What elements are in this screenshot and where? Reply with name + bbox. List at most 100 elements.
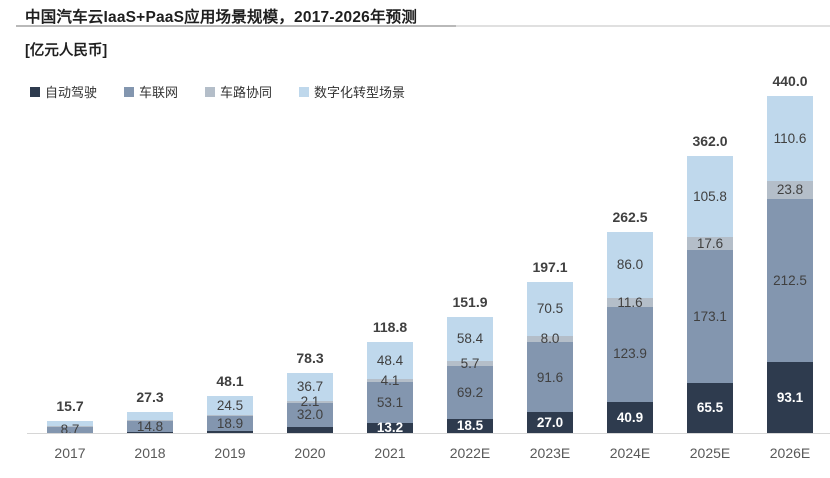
segment-label: 8.0 xyxy=(540,331,560,347)
bar-column-2023E: 27.0 91.6 8.0 70.5 197.1 2023E xyxy=(510,96,590,461)
bar-segment-数字化转型场景: 36.7 xyxy=(287,373,333,402)
total-label: 440.0 xyxy=(772,73,808,89)
x-axis-label: 2023E xyxy=(529,445,571,461)
bar-segment-自动驾驶: 27.0 xyxy=(527,412,573,433)
bar-segment-数字化转型场景: 110.6 xyxy=(767,96,813,181)
segment-label: 65.5 xyxy=(696,400,724,416)
segment-label: 48.4 xyxy=(376,352,404,368)
legend-label: 车路协同 xyxy=(220,85,273,100)
x-axis-label: 2024E xyxy=(609,445,651,461)
segment-label: 123.9 xyxy=(613,346,647,362)
segment-label: 17.6 xyxy=(696,235,724,251)
bar-column-2017: 8.7 15.7 2017 xyxy=(30,96,110,461)
legend-label: 自动驾驶 xyxy=(45,85,98,100)
segment-label: 4.1 xyxy=(380,372,400,388)
legend-item-4: 数字化转型场景 xyxy=(299,82,405,101)
legend-swatch-icon xyxy=(299,86,310,97)
bar-segment-数字化转型场景: 105.8 xyxy=(687,155,733,237)
segment-label: 32.0 xyxy=(296,407,324,423)
bar-segment-数字化转型场景: 86.0 xyxy=(607,232,653,298)
bar-stack: 40.9 123.9 11.6 86.0 xyxy=(607,232,653,433)
segment-label: 14.8 xyxy=(136,418,164,434)
segment-label: 8.7 xyxy=(60,421,80,437)
bar-segment-车联网: 173.1 xyxy=(687,250,733,383)
x-axis-label: 2026E xyxy=(769,445,811,461)
x-axis-label: 2021 xyxy=(374,445,406,461)
segment-label: 212.5 xyxy=(773,272,807,288)
total-label: 27.3 xyxy=(136,389,164,406)
bar-stack: 8.7 xyxy=(47,421,93,436)
segment-label: 58.4 xyxy=(456,331,484,347)
segment-label: 27.0 xyxy=(536,414,564,430)
bar-segment-车联网: 18.9 xyxy=(207,416,253,431)
bar-columns: 8.7 15.7 2017 14.8 27.3 2018 18.9 24.5 48.1 2019 3… xyxy=(30,73,830,461)
bar-segment-自动驾驶: 40.9 xyxy=(607,401,653,433)
bar-segment-车路协同: 8.0 xyxy=(527,332,573,345)
bar-segment-车联网: 8.7 xyxy=(47,423,93,436)
bar-segment-车联网: 53.1 xyxy=(367,382,413,423)
bar-segment-数字化转型场景: 48.4 xyxy=(367,342,413,380)
bar-column-2019: 18.9 24.5 48.1 2019 xyxy=(190,96,270,461)
bar-segment-车联网: 91.6 xyxy=(527,342,573,413)
bar-segment-车路协同: 17.6 xyxy=(687,235,733,251)
segment-label: 91.6 xyxy=(536,369,564,385)
bar-segment-数字化转型场景 xyxy=(127,412,173,421)
legend-item-2: 车联网 xyxy=(124,82,178,101)
bar-stack: 65.5 173.1 17.6 105.8 xyxy=(687,155,733,433)
segment-label: 173.1 xyxy=(693,308,727,324)
segment-label: 53.1 xyxy=(376,394,404,410)
bar-segment-车路协同: 11.6 xyxy=(607,294,653,310)
bar-segment-车联网: 14.8 xyxy=(127,418,173,434)
bar-stack: 93.1 212.5 23.8 110.6 xyxy=(767,96,813,433)
bar-stack: 32.0 2.1 36.7 xyxy=(287,373,333,433)
legend-swatch-icon xyxy=(124,86,135,97)
segment-label: 86.0 xyxy=(616,257,644,273)
legend-swatch-icon xyxy=(205,86,216,97)
segment-label: 18.5 xyxy=(456,418,484,434)
total-label: 15.7 xyxy=(56,397,84,414)
bar-stack: 13.2 53.1 4.1 48.4 xyxy=(367,342,413,436)
x-axis-label: 2019 xyxy=(214,445,246,461)
bar-column-2020: 32.0 2.1 36.7 78.3 2020 xyxy=(270,96,350,461)
bar-segment-自动驾驶: 93.1 xyxy=(767,361,813,433)
total-label: 78.3 xyxy=(296,350,324,367)
x-axis-label: 2017 xyxy=(54,445,86,461)
legend-label: 车联网 xyxy=(139,85,179,100)
bar-segment-车路协同: 4.1 xyxy=(367,374,413,387)
segment-label: 2.1 xyxy=(300,394,320,410)
bar-column-2022E: 18.5 69.2 5.7 58.4 151.9 2022E xyxy=(430,96,510,461)
bar-segment-车路协同 xyxy=(127,420,173,421)
bar-column-2024E: 40.9 123.9 11.6 86.0 262.5 2024E xyxy=(590,96,670,461)
bar-segment-车路协同 xyxy=(207,414,253,417)
total-label: 362.0 xyxy=(692,132,728,149)
x-axis-label: 2020 xyxy=(294,445,326,461)
bar-segment-车联网: 69.2 xyxy=(447,365,493,419)
legend-item-3: 车路协同 xyxy=(205,82,272,101)
segment-label: 13.2 xyxy=(376,420,404,436)
segment-label: 24.5 xyxy=(216,397,244,413)
unit-label: [亿元人民币] xyxy=(25,43,108,59)
total-label: 48.1 xyxy=(216,373,244,390)
x-axis-line xyxy=(27,433,830,434)
bar-segment-车联网: 32.0 xyxy=(287,402,333,428)
bar-segment-数字化转型场景 xyxy=(47,421,93,426)
segment-label: 5.7 xyxy=(460,355,480,371)
legend: 自动驾驶 车联网 车路协同 数字化转型场景 xyxy=(30,82,405,101)
x-axis-label: 2022E xyxy=(449,445,491,461)
bar-segment-车联网: 123.9 xyxy=(607,306,653,402)
legend-label: 数字化转型场景 xyxy=(314,85,406,100)
segment-label: 110.6 xyxy=(773,130,807,146)
plot-area: 8.7 15.7 2017 14.8 27.3 2018 18.9 24.5 48.1 2019 3… xyxy=(27,73,830,461)
bar-segment-自动驾驶: 18.5 xyxy=(447,418,493,434)
total-label: 151.9 xyxy=(452,293,488,310)
segment-label: 11.6 xyxy=(617,294,643,310)
bar-segment-车路协同: 23.8 xyxy=(767,180,813,199)
segment-label: 70.5 xyxy=(536,301,564,317)
legend-swatch-icon xyxy=(30,86,40,97)
segment-label: 36.7 xyxy=(296,379,324,395)
segment-label: 23.8 xyxy=(776,182,804,198)
bar-stack: 14.8 xyxy=(127,412,173,433)
segment-label: 93.1 xyxy=(776,389,804,405)
x-axis-label: 2018 xyxy=(134,445,166,461)
